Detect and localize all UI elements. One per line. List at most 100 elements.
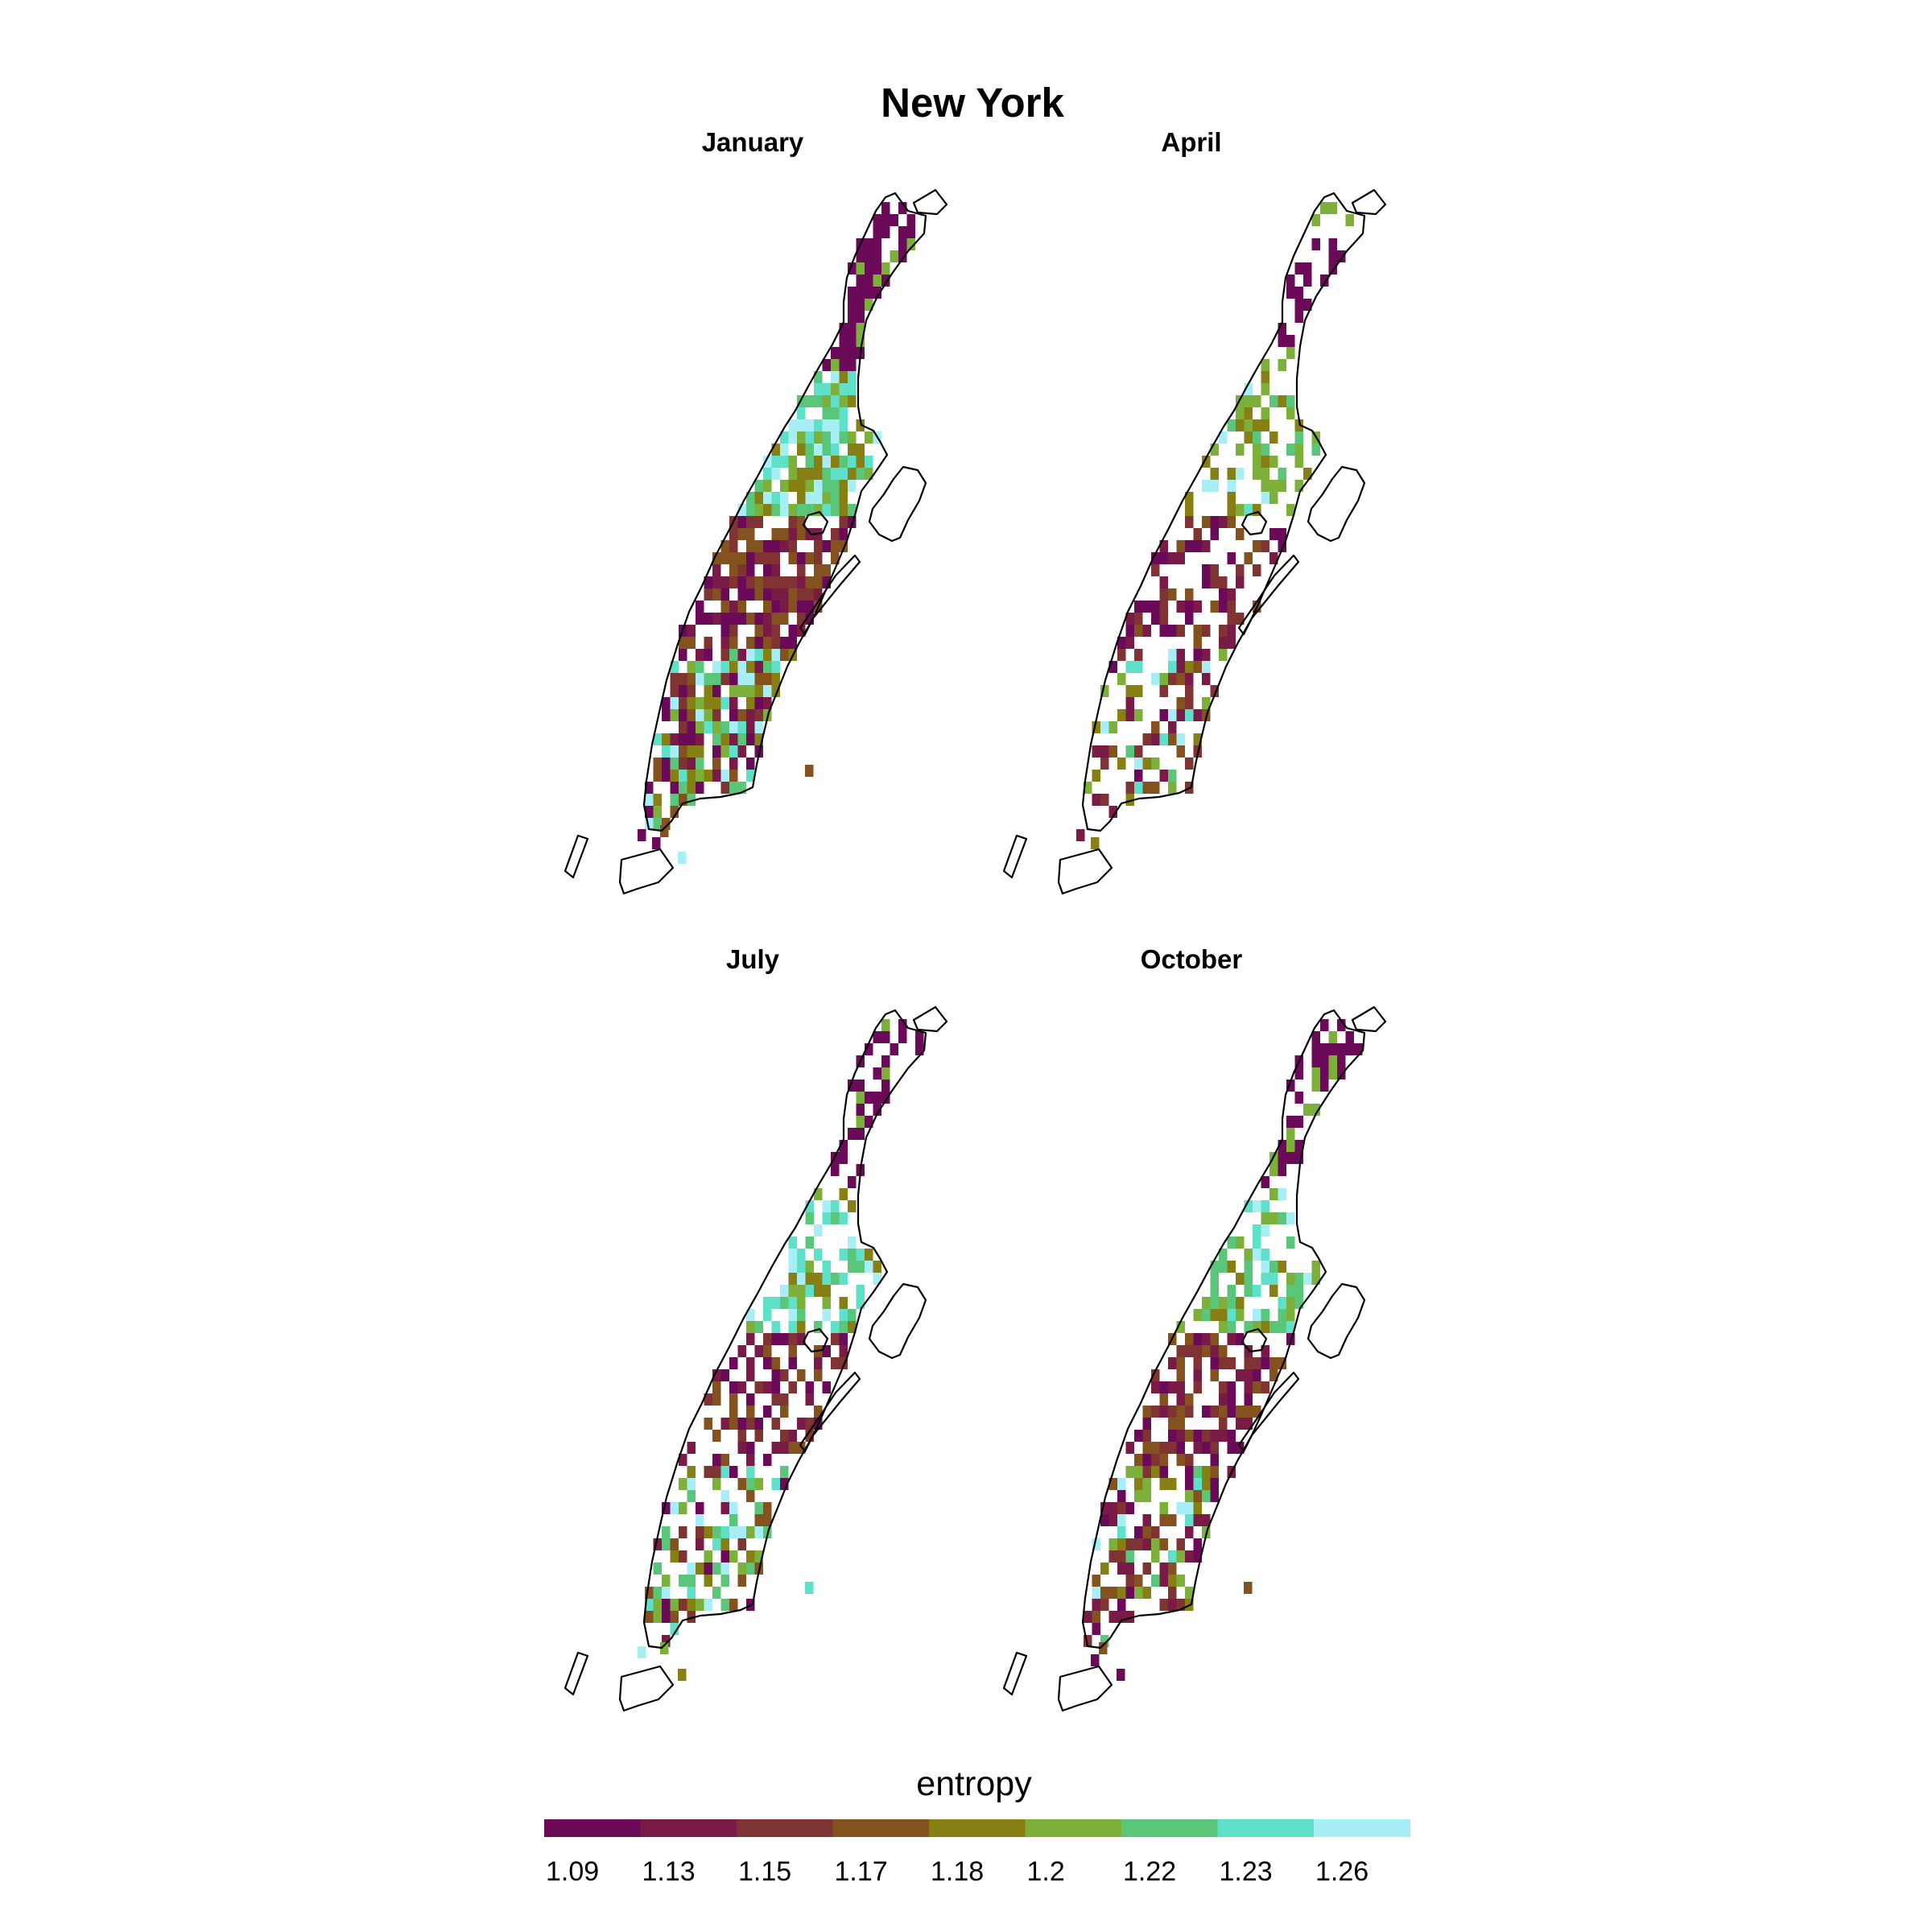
grid-cell — [1311, 1273, 1320, 1285]
grid-cell — [1236, 468, 1245, 480]
grid-cell — [1092, 1623, 1100, 1635]
grid-cell — [780, 540, 789, 552]
grid-cell — [729, 540, 738, 552]
grid-cell — [1286, 1212, 1295, 1224]
grid-cell — [1210, 1490, 1219, 1502]
grid-cell — [1227, 1393, 1236, 1406]
grid-cell — [805, 601, 814, 613]
grid-cell — [660, 825, 669, 837]
grid-cell — [822, 1261, 831, 1273]
grid-cell — [1278, 1321, 1286, 1333]
grid-cell — [1236, 1418, 1245, 1430]
grid-cell — [856, 1080, 865, 1092]
grid-cell — [1227, 1333, 1236, 1345]
grid-cell — [1142, 733, 1151, 745]
grid-cell — [670, 673, 679, 685]
grid-cell — [1159, 733, 1168, 745]
panel-title-october: October — [1141, 944, 1243, 974]
grid-cell — [1117, 1550, 1126, 1563]
grid-cell — [1244, 1369, 1253, 1381]
grid-cell — [780, 601, 789, 613]
grid-cell — [797, 1321, 806, 1333]
grid-cell — [1261, 468, 1269, 480]
grid-cell — [1244, 1321, 1253, 1333]
grid-cell — [915, 1031, 924, 1043]
grid-cell — [1269, 456, 1278, 468]
grid-cell — [1125, 1550, 1134, 1563]
grid-cell — [1269, 1261, 1278, 1273]
grid-cell — [1261, 1176, 1269, 1188]
grid-cell — [1227, 1261, 1236, 1273]
grid-cell — [839, 395, 848, 407]
grid-cell — [679, 637, 687, 649]
grid-cell — [1253, 431, 1261, 444]
legend-tick-label: 1.13 — [642, 1856, 696, 1887]
grid-cell — [839, 371, 848, 383]
grid-cell — [1294, 1092, 1303, 1104]
coastline-shape — [912, 1005, 948, 1033]
grid-cell — [746, 1490, 755, 1502]
grid-cell — [696, 1563, 704, 1575]
grid-cell — [1253, 456, 1261, 468]
grid-cell — [1253, 419, 1261, 431]
grid-cell — [797, 1297, 806, 1309]
grid-cell — [763, 637, 772, 649]
grid-cell — [1311, 1261, 1320, 1273]
grid-cell — [746, 1478, 755, 1490]
legend-swatch — [640, 1819, 737, 1837]
grid-cell — [729, 721, 738, 733]
grid-cell — [696, 1502, 704, 1514]
grid-cell — [805, 1582, 814, 1594]
grid-cell — [696, 649, 704, 661]
grid-cell — [679, 697, 687, 709]
grid-cell — [712, 721, 721, 733]
grid-cell — [865, 275, 873, 287]
grid-cell — [1142, 1430, 1151, 1442]
grid-cell — [737, 516, 746, 528]
grid-cell — [873, 1261, 881, 1273]
grid-cell — [848, 311, 857, 323]
grid-cell — [814, 468, 823, 480]
grid-cell — [1151, 758, 1160, 770]
grid-cell — [788, 1321, 797, 1333]
grid-cell — [1125, 1611, 1134, 1623]
grid-cell — [737, 504, 746, 516]
grid-cell — [1142, 1514, 1151, 1526]
grid-cell — [653, 1538, 662, 1550]
grid-cell — [780, 456, 789, 468]
grid-cell — [831, 1200, 840, 1212]
grid-cell — [1227, 516, 1236, 528]
grid-cell — [856, 323, 865, 335]
grid-cell — [1117, 1563, 1126, 1575]
grid-cell — [1210, 1357, 1219, 1369]
grid-cell — [788, 552, 797, 564]
grid-cell — [1142, 625, 1151, 637]
grid-cell — [1311, 1031, 1320, 1043]
grid-cell — [754, 649, 763, 661]
grid-cell — [780, 444, 789, 456]
grid-cell — [763, 504, 772, 516]
grid-cell — [754, 516, 763, 528]
grid-cell — [814, 444, 823, 456]
grid-cell — [1176, 1442, 1185, 1454]
grid-cell — [873, 226, 881, 238]
coastline-shape — [799, 1371, 861, 1453]
grid-cell — [780, 1466, 789, 1478]
grid-cell — [1185, 1430, 1194, 1442]
grid-cell — [720, 552, 729, 564]
grid-cell — [1227, 588, 1236, 601]
grid-cell — [839, 528, 848, 540]
grid-cell — [729, 697, 738, 709]
grid-cell — [687, 1611, 696, 1623]
grid-cell — [653, 733, 662, 745]
grid-cell — [696, 782, 704, 794]
grid-cell — [856, 335, 865, 347]
grid-cell — [1117, 1514, 1126, 1526]
grid-cell — [822, 419, 831, 431]
grid-cell — [1142, 1442, 1151, 1454]
grid-cell — [729, 685, 738, 697]
grid-cell — [1261, 1249, 1269, 1261]
grid-cell — [1193, 1333, 1202, 1345]
grid-cell — [805, 1393, 814, 1406]
grid-cell — [771, 528, 780, 540]
